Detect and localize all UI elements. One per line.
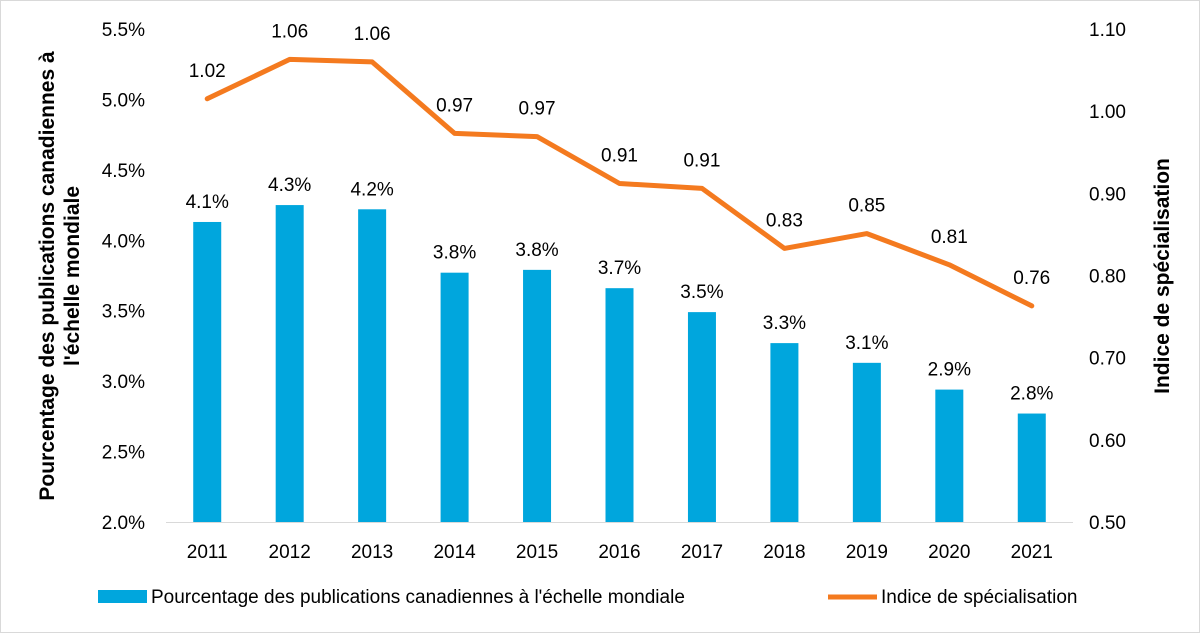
right-tick-label: 1.10 bbox=[1089, 20, 1126, 41]
legend: Pourcentage des publications canadiennes… bbox=[98, 587, 1077, 608]
left-tick-label: 4.0% bbox=[102, 231, 145, 252]
bar bbox=[687, 312, 716, 522]
right-tick-label: 0.90 bbox=[1089, 184, 1126, 205]
right-tick-label: 0.60 bbox=[1089, 431, 1126, 452]
x-tick-label: 2013 bbox=[351, 542, 393, 563]
line-series bbox=[204, 56, 1035, 309]
line-data-label: 1.06 bbox=[271, 21, 308, 42]
bar-data-label: 3.7% bbox=[598, 258, 641, 279]
bar bbox=[935, 389, 964, 522]
x-tick-label: 2011 bbox=[187, 542, 228, 563]
bar-series bbox=[193, 205, 1046, 523]
line-data-label: 0.85 bbox=[848, 196, 885, 217]
left-axis-title-line2: l'échelle mondiale bbox=[61, 186, 84, 366]
bar-data-label: 3.8% bbox=[515, 240, 558, 261]
left-axis-ticks: 5.5% 5.0% 4.5% 4.0% 3.5% 3.0% 2.5% 2.0% bbox=[102, 20, 145, 534]
bar bbox=[605, 288, 634, 522]
legend-label-bars: Pourcentage des publications canadiennes… bbox=[151, 587, 685, 608]
left-tick-label: 4.5% bbox=[102, 161, 145, 182]
line-data-labels: 1.02 1.06 1.06 0.97 0.97 0.91 0.91 0.83 0.85 0.81… bbox=[189, 21, 1051, 289]
bar bbox=[852, 362, 881, 522]
right-tick-label: 0.70 bbox=[1089, 349, 1126, 370]
legend-label-line: Indice de spécialisation bbox=[881, 587, 1077, 608]
line-data-label: 0.76 bbox=[1013, 268, 1050, 289]
line-data-label: 0.91 bbox=[601, 145, 638, 166]
line-data-label: 0.83 bbox=[766, 210, 803, 231]
left-tick-label: 5.0% bbox=[102, 90, 145, 111]
bar-data-label: 2.8% bbox=[1010, 384, 1053, 405]
bar bbox=[358, 209, 387, 522]
bar-data-label: 3.5% bbox=[680, 282, 723, 303]
line-data-label: 1.06 bbox=[354, 24, 391, 45]
x-tick-label: 2016 bbox=[598, 542, 640, 563]
left-tick-label: 2.5% bbox=[102, 443, 145, 464]
x-tick-label: 2017 bbox=[681, 542, 723, 563]
bar-data-label: 4.3% bbox=[268, 175, 311, 196]
right-tick-label: 0.50 bbox=[1089, 513, 1126, 534]
right-axis-ticks: 1.10 1.00 0.90 0.80 0.70 0.60 0.50 bbox=[1089, 20, 1126, 534]
line-data-label: 1.02 bbox=[189, 61, 226, 82]
bar bbox=[770, 343, 799, 522]
line-data-label: 0.91 bbox=[683, 150, 720, 171]
x-tick-label: 2021 bbox=[1011, 542, 1053, 563]
line-data-label: 0.97 bbox=[519, 99, 556, 120]
left-tick-label: 2.0% bbox=[102, 513, 145, 534]
x-tick-label: 2019 bbox=[846, 542, 888, 563]
bar bbox=[1017, 413, 1046, 522]
left-axis-title-line1: Pourcentage des publications canadiennes… bbox=[36, 51, 59, 501]
legend-swatch-bars bbox=[98, 590, 147, 603]
x-tick-label: 2015 bbox=[516, 542, 558, 563]
bar-data-label: 2.9% bbox=[928, 360, 971, 381]
bar-data-label: 4.1% bbox=[186, 192, 229, 213]
x-axis-ticks: 2011 2012 2013 2014 2015 2016 2017 2018 2019 2020… bbox=[187, 542, 1053, 563]
bar bbox=[193, 221, 222, 522]
x-tick-label: 2020 bbox=[928, 542, 970, 563]
x-tick-label: 2012 bbox=[269, 542, 311, 563]
x-tick-label: 2014 bbox=[433, 542, 476, 563]
bar-data-labels: 4.1% 4.3% 4.2% 3.8% 3.8% 3.7% 3.5% 3.3% 3.1% 2.9%… bbox=[186, 175, 1054, 404]
line-data-label: 0.81 bbox=[931, 227, 968, 248]
bar-data-label: 3.3% bbox=[763, 313, 806, 334]
bar-data-label: 4.2% bbox=[350, 179, 393, 200]
left-tick-label: 5.5% bbox=[102, 20, 145, 41]
left-tick-label: 3.0% bbox=[102, 372, 145, 393]
right-tick-label: 1.00 bbox=[1089, 102, 1126, 123]
line-data-label: 0.97 bbox=[436, 95, 473, 116]
left-tick-label: 3.5% bbox=[102, 302, 145, 323]
bar bbox=[275, 205, 304, 523]
right-tick-label: 0.80 bbox=[1089, 267, 1126, 288]
x-tick-label: 2018 bbox=[763, 542, 805, 563]
bar bbox=[523, 269, 552, 522]
bar-data-label: 3.1% bbox=[845, 333, 888, 354]
bar-data-label: 3.8% bbox=[433, 243, 476, 264]
bar bbox=[440, 272, 469, 522]
right-axis-title: Indice de spécialisation bbox=[1151, 158, 1174, 394]
